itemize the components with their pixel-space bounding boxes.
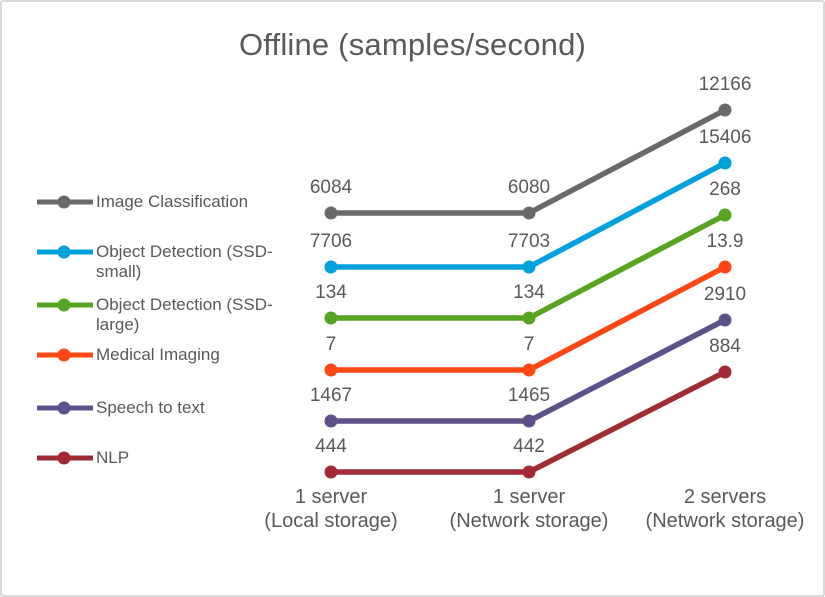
data-point-marker: [522, 260, 536, 274]
legend-item-nlp: NLP: [36, 448, 129, 468]
data-point-marker: [522, 363, 536, 377]
data-point-marker: [522, 414, 536, 428]
legend-item-medical-imaging: Medical Imaging: [36, 345, 220, 365]
series-speech-to-text: 1467 1465 2910: [310, 284, 746, 428]
data-point-marker: [324, 206, 338, 220]
series-object-detection-ssd-large: 134 134 268: [315, 179, 741, 325]
data-label: 7: [326, 334, 337, 355]
legend-label: Object Detection (SSD-small): [96, 242, 273, 282]
data-label: 134: [513, 282, 545, 303]
data-label: 13.9: [707, 231, 744, 252]
legend-marker-icon: [37, 245, 93, 259]
legend-label-line: small): [96, 262, 142, 281]
x-axis-label: 2 servers: [684, 486, 766, 508]
data-point-marker: [718, 313, 732, 327]
series-nlp: 444 442 884: [315, 336, 741, 479]
legend-marker-icon: [37, 298, 93, 312]
data-label: 884: [709, 336, 741, 357]
legend-label: Image Classification: [96, 192, 248, 212]
data-point-marker: [324, 260, 338, 274]
legend-item-image-classification: Image Classification: [36, 192, 248, 212]
x-axis-label: (Network storage): [450, 510, 609, 532]
data-label: 442: [513, 436, 545, 457]
legend-dot: [57, 245, 71, 259]
data-label: 7: [524, 334, 535, 355]
legend-dot: [57, 451, 71, 465]
data-label: 15406: [699, 127, 752, 148]
legend-label-line: NLP: [96, 448, 130, 467]
data-label: 1467: [310, 385, 352, 406]
data-label: 134: [315, 282, 347, 303]
data-point-marker: [718, 365, 732, 379]
data-label: 2910: [704, 284, 746, 305]
data-point-marker: [522, 206, 536, 220]
data-label: 7703: [508, 231, 550, 252]
x-axis-label: (Network storage): [646, 510, 805, 532]
data-point-marker: [324, 363, 338, 377]
chart-title: Offline (samples/second): [238, 27, 587, 62]
legend-dot: [57, 195, 71, 209]
data-label: 6080: [508, 177, 550, 198]
legend-label: Speech to text: [96, 398, 205, 418]
legend-label-line: large): [96, 315, 140, 334]
legend-label-line: Object Detection (SSD-: [96, 295, 273, 314]
data-point-marker: [718, 156, 732, 170]
legend-label-line: Object Detection (SSD-: [96, 242, 273, 261]
data-label: 6084: [310, 177, 353, 198]
legend-label: Object Detection (SSD-large): [96, 295, 273, 335]
legend-label-line: Speech to text: [96, 398, 205, 417]
legend-item-object-detection-ssd-small: Object Detection (SSD-small): [36, 242, 273, 282]
legend-marker-icon: [37, 401, 93, 415]
series-object-detection-ssd-small: 7706 7703 15406: [310, 127, 752, 274]
data-label: 12166: [699, 74, 752, 95]
series-image-classification: 6084 6080 12166: [310, 74, 752, 220]
legend-marker-icon: [37, 195, 93, 209]
x-axis-label: 1 server: [295, 486, 368, 508]
chart-legend: Image Classification Object Detection (SS…: [36, 2, 276, 595]
legend-dot: [57, 401, 71, 415]
legend-label-line: Image Classification: [96, 192, 249, 211]
legend-label: Medical Imaging: [96, 345, 220, 365]
legend-item-speech-to-text: Speech to text: [36, 398, 205, 418]
data-label: 1465: [508, 385, 550, 406]
data-label: 268: [709, 179, 741, 200]
data-point-marker: [324, 465, 338, 479]
data-point-marker: [522, 465, 536, 479]
data-point-marker: [718, 208, 732, 222]
legend-marker-icon: [37, 348, 93, 362]
x-axis-label: (Local storage): [264, 510, 397, 532]
data-point-marker: [522, 311, 536, 325]
legend-label: NLP: [96, 448, 129, 468]
data-point-marker: [324, 414, 338, 428]
x-axis-label: 1 server: [493, 486, 566, 508]
legend-marker-icon: [37, 451, 93, 465]
data-point-marker: [718, 103, 732, 117]
series-medical-imaging: 7 7 13.9: [324, 231, 744, 377]
data-label: 7706: [310, 231, 352, 252]
legend-label-line: Medical Imaging: [96, 345, 220, 364]
data-point-marker: [718, 260, 732, 274]
legend-dot: [57, 298, 71, 312]
data-label: 444: [315, 436, 347, 457]
data-point-marker: [324, 311, 338, 325]
legend-item-object-detection-ssd-large: Object Detection (SSD-large): [36, 295, 273, 335]
legend-dot: [57, 348, 71, 362]
